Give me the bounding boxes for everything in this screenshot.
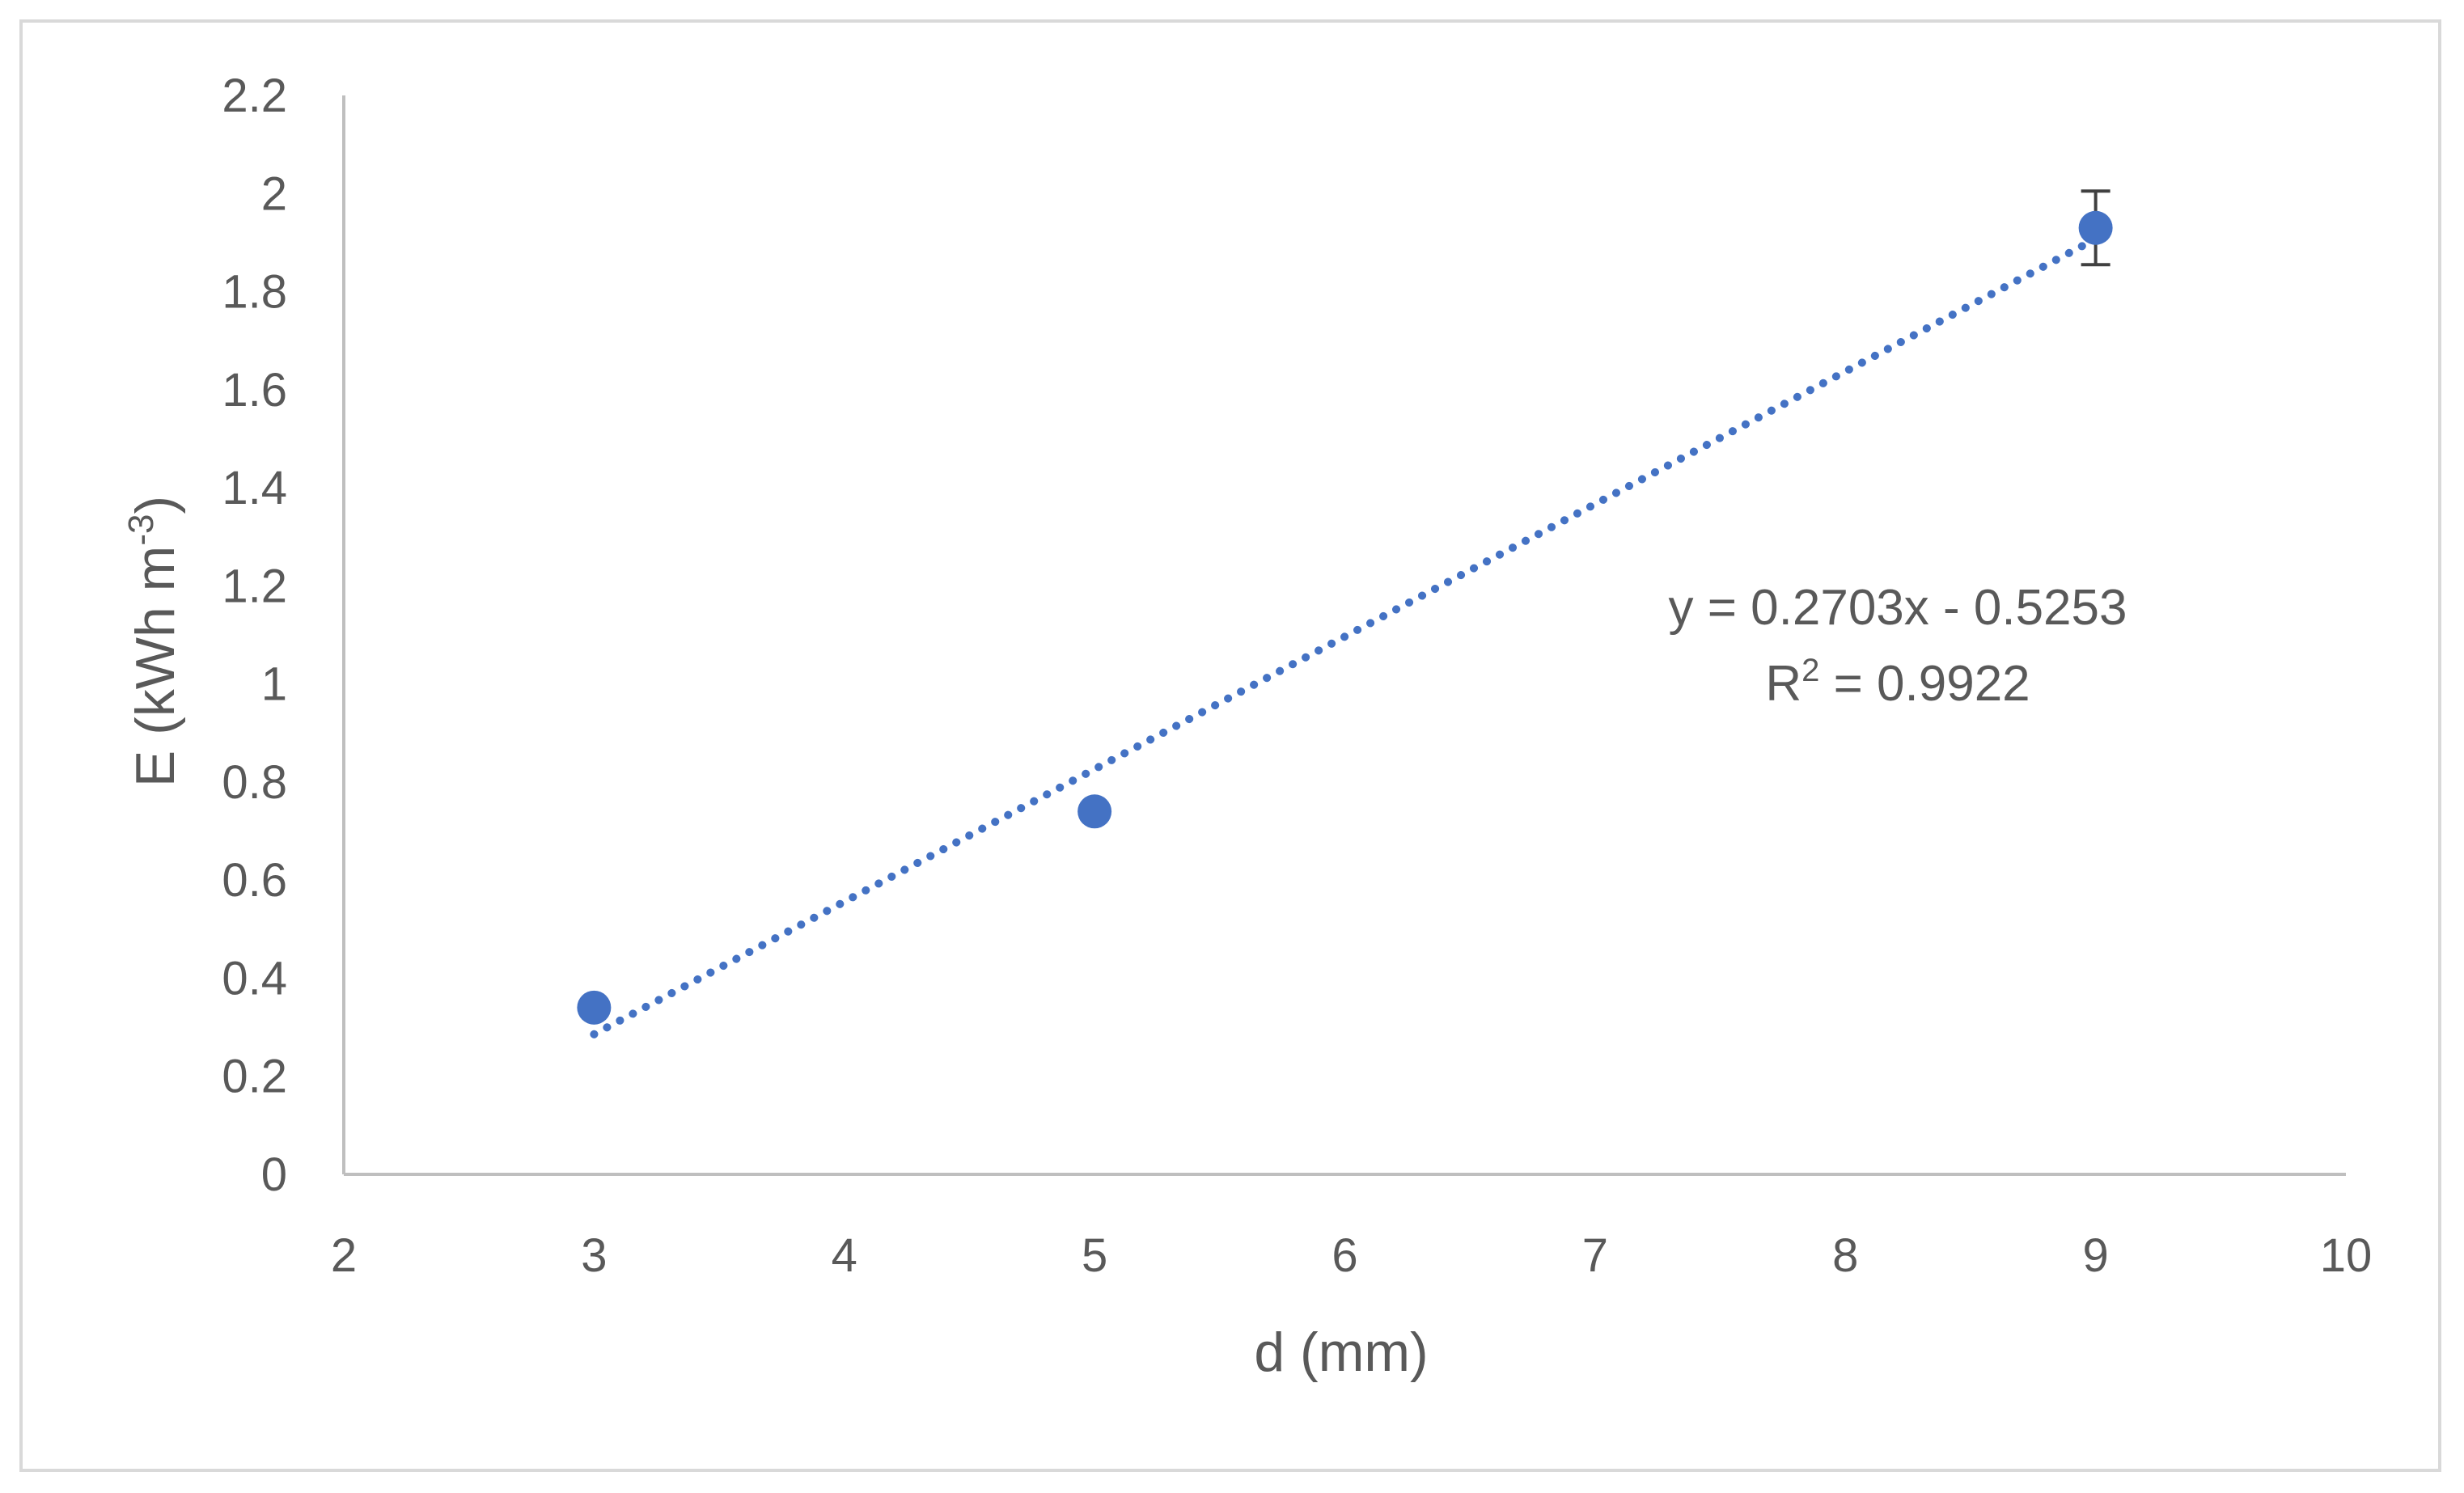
x-tick-label: 10 bbox=[2320, 1229, 2373, 1282]
x-tick-label: 8 bbox=[1832, 1229, 1858, 1282]
y-tick-label: 0.4 bbox=[222, 952, 287, 1004]
y-tick-label: 1.2 bbox=[222, 560, 287, 612]
y-tick-label: 2.2 bbox=[222, 70, 287, 122]
y-tick-label: 0.2 bbox=[222, 1051, 287, 1103]
x-tick-label: 9 bbox=[2082, 1229, 2108, 1282]
y-tick-label: 0 bbox=[261, 1148, 287, 1201]
r2-base: R bbox=[1765, 656, 1801, 712]
x-tick-label: 3 bbox=[581, 1229, 607, 1282]
x-tick-label: 2 bbox=[331, 1229, 357, 1282]
y-tick-labels: 0 0.2 0.4 0.6 0.8 1 1.2 1.4 1.6 1.8 2 2.2 bbox=[222, 70, 287, 1201]
y-tick-label: 0.8 bbox=[222, 756, 287, 809]
y-axis-title-sup: -3 bbox=[121, 514, 161, 546]
y-tick-label: 1.4 bbox=[222, 462, 287, 514]
trendline-equation: y = 0.2703x - 0.5253 bbox=[1668, 580, 2127, 636]
x-tick-label: 5 bbox=[1082, 1229, 1107, 1282]
chart-frame bbox=[19, 19, 2441, 1472]
y-tick-label: 1 bbox=[261, 658, 287, 711]
r2-sup: 2 bbox=[1801, 653, 1819, 688]
x-tick-label: 6 bbox=[1331, 1229, 1357, 1282]
x-axis-title: d (mm) bbox=[1254, 1322, 1428, 1383]
r2-rest: = 0.9922 bbox=[1819, 656, 2030, 712]
y-tick-label: 1.8 bbox=[222, 266, 287, 319]
x-tick-labels: 2 3 4 5 6 7 8 9 10 bbox=[331, 1229, 2372, 1282]
trendline-r-squared: R2 = 0.9922 bbox=[1765, 653, 2030, 712]
axes bbox=[342, 95, 2346, 1176]
y-tick-label: 1.6 bbox=[222, 364, 287, 417]
data-point bbox=[577, 990, 612, 1025]
trendline bbox=[590, 235, 2100, 1038]
y-axis-title-close: ) bbox=[125, 496, 186, 514]
data-point bbox=[1077, 794, 1112, 829]
y-tick-label: 0.6 bbox=[222, 854, 287, 907]
y-tick-label: 2 bbox=[261, 167, 287, 220]
y-axis-title-base: E (kWh m bbox=[125, 546, 186, 787]
x-tick-label: 4 bbox=[832, 1229, 857, 1282]
y-axis-title: E (kWh m-3) bbox=[121, 496, 186, 787]
x-tick-label: 7 bbox=[1582, 1229, 1608, 1282]
data-point bbox=[2078, 210, 2113, 245]
trendline-group bbox=[590, 235, 2100, 1038]
data-points bbox=[577, 210, 2113, 1025]
